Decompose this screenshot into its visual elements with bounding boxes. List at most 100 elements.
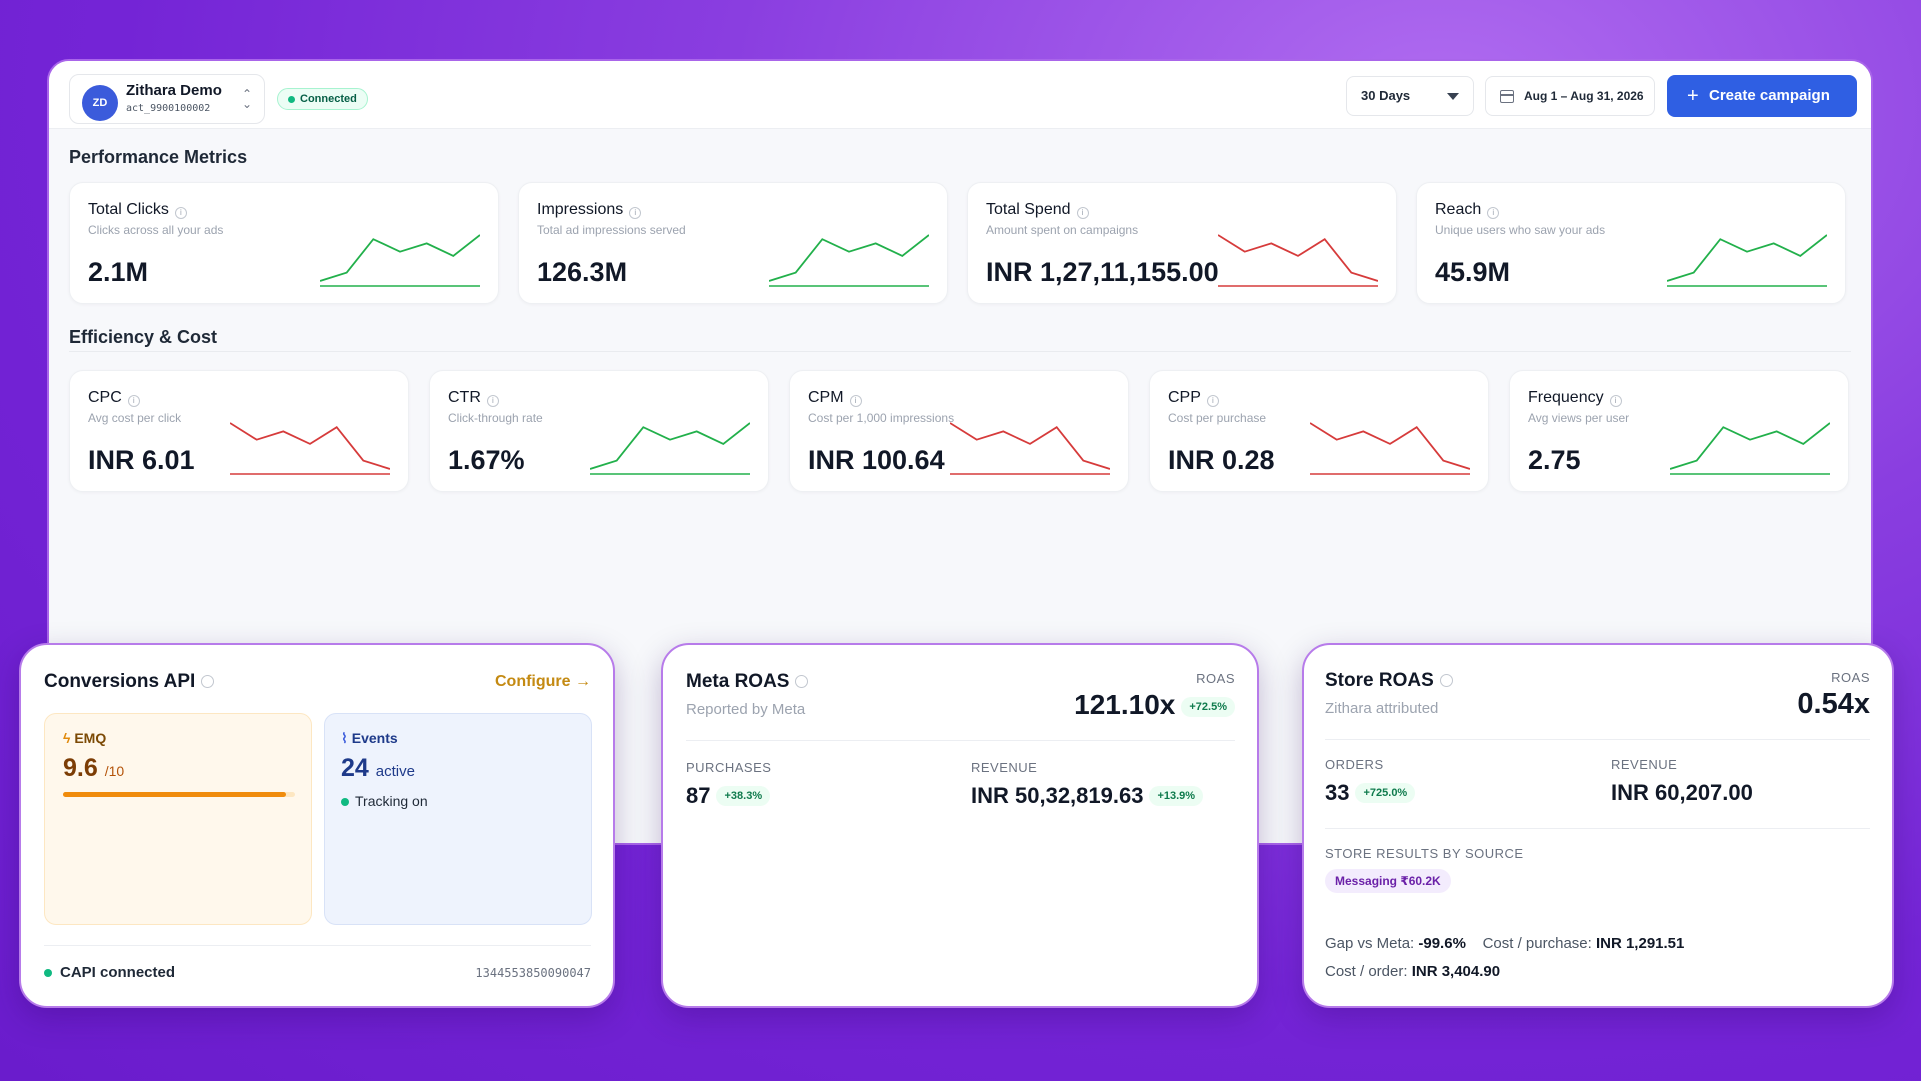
status-dot (44, 969, 52, 977)
purchases-change: +38.3% (716, 786, 771, 806)
metric-card-reach[interactable]: Reach i Unique users who saw your ads 45.9M (1416, 182, 1846, 304)
efficiency-section-title: Efficiency & Cost (69, 327, 218, 347)
sparkline-chart (769, 234, 929, 287)
sparkline-chart (1218, 234, 1378, 287)
metric-title: Total Clicks i (88, 201, 187, 219)
metric-value: 1.67% (448, 445, 525, 475)
metric-value: INR 100.64 (808, 445, 945, 475)
account-switcher[interactable]: ZD Zithara Demo act_9900100002 ⌃ ⌄ (69, 74, 265, 124)
metric-title: CTR i (448, 389, 499, 407)
info-icon[interactable]: i (1609, 395, 1622, 407)
emq-card: ϟ EMQ 9.6 /10 (44, 713, 312, 925)
meta-roas-panel: Meta ROAS Reported by Meta ROAS 121.10x +… (661, 643, 1259, 1008)
store-roas-panel: Store ROAS Zithara attributed ROAS 0.54x… (1302, 643, 1894, 1008)
source-chip[interactable]: Messaging ₹60.2K (1325, 869, 1451, 893)
date-range-picker[interactable]: Aug 1 – Aug 31, 2026 (1485, 76, 1655, 116)
metric-subtitle: Unique users who saw your ads (1435, 223, 1606, 237)
sparkline-path (1670, 422, 1830, 470)
meta-divider (686, 740, 1235, 741)
plus-icon: + (1687, 85, 1699, 107)
metric-title: Total Spend i (986, 201, 1089, 219)
section-divider (69, 351, 1851, 352)
metric-subtitle: Cost per 1,000 impressions (808, 411, 955, 425)
metric-title: CPC i (88, 389, 140, 407)
store-revenue-label: REVENUE (1611, 757, 1678, 772)
events-unit: active (375, 763, 415, 780)
info-icon[interactable]: i (849, 395, 862, 407)
capi-divider (44, 945, 591, 946)
lightning-icon: ϟ (63, 730, 71, 746)
performance-section-title: Performance Metrics (69, 147, 248, 167)
purchases-value: 87 +38.3% (686, 783, 771, 809)
emq-progress-fill (63, 792, 286, 797)
info-icon (1439, 674, 1453, 687)
sparkline-path (1667, 234, 1827, 282)
metric-subtitle: Amount spent on campaigns (986, 223, 1139, 237)
info-icon (795, 675, 809, 688)
sparkline-chart (1670, 422, 1830, 475)
metric-card-cpc[interactable]: CPC i Avg cost per click INR 6.01 (69, 370, 409, 492)
arrow-right-icon: → (575, 673, 591, 690)
metric-subtitle: Total ad impressions served (537, 223, 686, 237)
metric-card-impressions[interactable]: Impressions i Total ad impressions served 1… (518, 182, 948, 304)
range-select[interactable]: 30 Days (1346, 76, 1474, 116)
metric-value: INR 6.01 (88, 445, 195, 475)
info-icon[interactable]: i (1076, 207, 1089, 219)
sparkline-chart (1310, 422, 1470, 475)
orders-value: 33 +725.0% (1325, 780, 1416, 806)
info-icon[interactable]: i (1206, 395, 1219, 407)
purchases-number: 87 (686, 783, 711, 808)
sparkline-path (1218, 234, 1378, 282)
metric-card-cpm[interactable]: CPM i Cost per 1,000 impressions INR 100.64 (789, 370, 1129, 492)
meta-roas-title-text: Meta ROAS (686, 671, 790, 692)
metric-subtitle: Click-through rate (448, 411, 543, 425)
info-icon[interactable]: i (629, 207, 642, 219)
info-icon[interactable]: i (1487, 207, 1500, 219)
sparkline-path (320, 234, 480, 282)
tracking-status: Tracking on (341, 793, 428, 809)
gap-label: Gap vs Meta: (1325, 935, 1415, 952)
emq-max: /10 (104, 763, 125, 779)
metric-value: 126.3M (537, 257, 628, 287)
gap-value: -99.6% (1418, 935, 1466, 952)
metric-value: INR 1,27,11,155.00 (986, 257, 1219, 287)
emq-progress-track (63, 792, 295, 797)
cost-order-label: Cost / order: (1325, 963, 1408, 980)
meta-roas-change: +72.5% (1181, 697, 1235, 717)
metric-card-total-spend[interactable]: Total Spend i Amount spent on campaigns INR… (967, 182, 1397, 304)
emq-value: 9.6 /10 (63, 754, 124, 783)
date-range-value: Aug 1 – Aug 31, 2026 (1524, 89, 1644, 103)
events-label: ⌇ Events (341, 730, 398, 747)
create-campaign-label: Create campaign (1709, 87, 1830, 104)
sparkline-path (1310, 422, 1470, 470)
orders-change: +725.0% (1355, 783, 1416, 803)
metric-value: INR 0.28 (1168, 445, 1275, 475)
metric-title-text: Total Clicks (88, 201, 169, 218)
metric-card-ctr[interactable]: CTR i Click-through rate 1.67% (429, 370, 769, 492)
configure-link[interactable]: Configure → (495, 673, 591, 691)
meta-revenue-value: INR 50,32,819.63 +13.9% (971, 783, 1204, 809)
capi-pixel-id: 1344553850090047 (475, 966, 591, 980)
metric-card-cpp[interactable]: CPP i Cost per purchase INR 0.28 (1149, 370, 1489, 492)
metric-title-text: Frequency (1528, 389, 1604, 406)
sparkline-path (230, 422, 390, 470)
account-name: Zithara Demo (126, 82, 222, 99)
metric-card-total-clicks[interactable]: Total Clicks i Clicks across all your ads 2… (69, 182, 499, 304)
metric-title: CPM i (808, 389, 862, 407)
events-count: 24 (341, 754, 369, 782)
metric-title: CPP i (1168, 389, 1219, 407)
chevron-updown-icon: ⌃ ⌄ (241, 87, 252, 111)
metric-title: Impressions i (537, 201, 642, 219)
metric-card-frequency[interactable]: Frequency i Avg views per user 2.75 (1509, 370, 1849, 492)
info-icon[interactable]: i (486, 395, 499, 407)
create-campaign-button[interactable]: + Create campaign (1667, 75, 1857, 117)
orders-number: 33 (1325, 780, 1350, 805)
account-id: act_9900100002 (126, 103, 211, 114)
info-icon[interactable]: i (127, 395, 140, 407)
info-icon[interactable]: i (174, 207, 187, 219)
configure-label: Configure (495, 673, 571, 690)
meta-roas-title: Meta ROAS (686, 671, 809, 693)
metric-value: 2.75 (1528, 445, 1581, 475)
emq-label-text: EMQ (74, 730, 107, 746)
meta-revenue-change: +13.9% (1149, 786, 1204, 806)
